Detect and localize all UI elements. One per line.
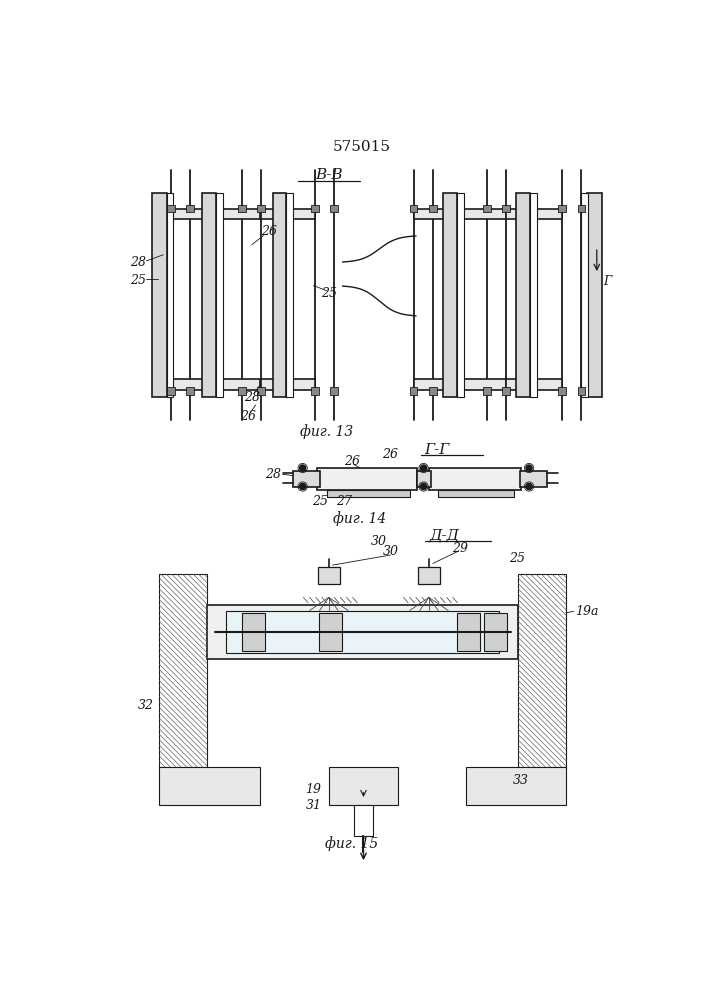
Text: 30: 30 [382, 545, 399, 558]
Bar [242, 613, 265, 651]
Bar [581, 193, 588, 397]
Bar [257, 205, 265, 212]
Bar [587, 193, 602, 397]
Bar [261, 209, 315, 219]
Bar [160, 574, 207, 767]
Bar [238, 205, 246, 212]
Bar [457, 193, 464, 397]
Text: Г: Г [604, 275, 612, 288]
Bar [409, 205, 417, 212]
Circle shape [421, 465, 426, 471]
Bar [171, 379, 259, 390]
Text: В-В: В-В [315, 168, 343, 182]
Circle shape [526, 465, 532, 471]
Text: 19: 19 [305, 783, 322, 796]
Text: Г-Г: Г-Г [424, 443, 450, 457]
Bar [257, 387, 265, 395]
Circle shape [300, 483, 305, 490]
Bar [520, 471, 547, 487]
Text: 27: 27 [337, 495, 352, 508]
Text: Д-Д: Д-Д [429, 529, 460, 543]
Bar [160, 767, 259, 805]
Text: 29: 29 [452, 542, 468, 555]
Bar [293, 471, 320, 487]
Bar [417, 471, 431, 487]
Bar [530, 193, 537, 397]
Text: 33: 33 [513, 774, 530, 787]
Text: 32: 32 [138, 699, 153, 712]
Text: 28: 28 [244, 391, 260, 404]
Bar [330, 387, 338, 395]
Bar [167, 205, 175, 212]
Bar [418, 567, 440, 584]
Circle shape [421, 483, 426, 490]
Text: 30: 30 [370, 535, 387, 548]
Bar [319, 613, 342, 651]
Bar [438, 490, 514, 497]
Bar [443, 193, 457, 397]
Bar [578, 205, 585, 212]
Text: 28: 28 [265, 468, 281, 481]
Circle shape [526, 483, 532, 490]
Bar [317, 468, 417, 490]
Bar [559, 205, 566, 212]
Text: 25: 25 [129, 274, 146, 287]
Text: 26: 26 [344, 455, 360, 468]
Bar [354, 805, 373, 836]
Bar [484, 613, 507, 651]
Bar [318, 567, 339, 584]
Text: 25: 25 [321, 287, 337, 300]
Bar [578, 387, 585, 395]
Bar [167, 193, 173, 397]
Bar [286, 193, 293, 397]
Bar [457, 613, 480, 651]
Text: 26: 26 [382, 448, 399, 461]
Circle shape [300, 465, 305, 471]
Bar [238, 387, 246, 395]
Bar [226, 611, 499, 653]
Bar [409, 387, 417, 395]
Bar [273, 193, 286, 397]
Bar [171, 209, 259, 219]
Bar [518, 574, 566, 767]
Bar [311, 205, 319, 212]
Bar [167, 387, 175, 395]
Text: 25: 25 [312, 495, 327, 508]
Text: 31: 31 [305, 799, 322, 812]
Bar [466, 767, 566, 805]
Bar [429, 468, 521, 490]
Text: фиг. 14: фиг. 14 [333, 511, 386, 526]
Bar [483, 387, 491, 395]
Text: фиг. 15: фиг. 15 [325, 836, 378, 851]
Bar [506, 379, 562, 390]
Bar [327, 490, 411, 497]
Text: 575015: 575015 [333, 140, 391, 154]
Bar [506, 209, 562, 219]
Bar [207, 605, 518, 659]
Bar [330, 205, 338, 212]
Bar [311, 387, 319, 395]
Bar [216, 193, 223, 397]
Bar [261, 379, 315, 390]
Text: фиг. 13: фиг. 13 [300, 424, 354, 439]
Bar [429, 387, 437, 395]
Bar [201, 193, 216, 397]
Bar [152, 193, 167, 397]
Bar [329, 767, 398, 805]
Text: 26: 26 [240, 410, 256, 423]
Text: 26: 26 [261, 225, 276, 238]
Text: 19а: 19а [575, 605, 599, 618]
Text: 25: 25 [510, 552, 525, 565]
Bar [414, 209, 506, 219]
Bar [502, 205, 510, 212]
Bar [502, 387, 510, 395]
Text: 28: 28 [129, 256, 146, 269]
Bar [429, 205, 437, 212]
Bar [187, 205, 194, 212]
Bar [187, 387, 194, 395]
Bar [516, 193, 530, 397]
Bar [414, 379, 506, 390]
Bar [559, 387, 566, 395]
Bar [483, 205, 491, 212]
